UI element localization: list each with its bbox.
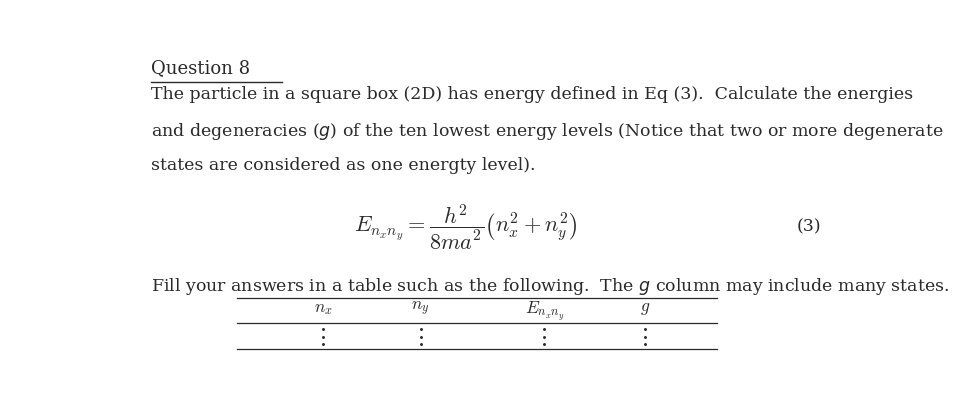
Text: Fill your answers in a table such as the following.  The $g$ column may include : Fill your answers in a table such as the… (151, 276, 950, 297)
Text: $E_{n_xn_y}$: $E_{n_xn_y}$ (525, 300, 564, 323)
Text: Question 8: Question 8 (151, 59, 250, 77)
Text: (3): (3) (797, 218, 822, 235)
Text: $E_{n_x n_y} = \dfrac{h^2}{8ma^2}\left(n_x^2 + n_y^2\right)$: $E_{n_x n_y} = \dfrac{h^2}{8ma^2}\left(n… (354, 202, 577, 252)
Text: and degeneracies ($g$) of the ten lowest energy levels (Notice that two or more : and degeneracies ($g$) of the ten lowest… (151, 121, 944, 142)
Text: states are considered as one energty level).: states are considered as one energty lev… (151, 157, 536, 174)
Text: $g$: $g$ (640, 300, 651, 317)
Text: The particle in a square box (2D) has energy defined in Eq (3).  Calculate the e: The particle in a square box (2D) has en… (151, 85, 913, 103)
Text: $n_y$: $n_y$ (412, 300, 429, 318)
Text: $n_x$: $n_x$ (314, 300, 333, 317)
